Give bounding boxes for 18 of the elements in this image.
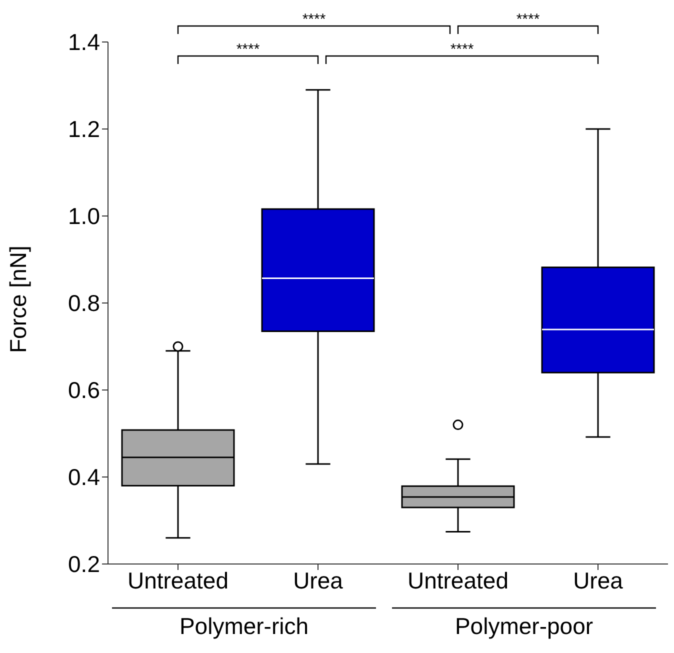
- y-axis-title: Force [nN]: [5, 246, 32, 353]
- y-tick-label: 1.4: [68, 29, 100, 56]
- y-tick-label: 0.4: [68, 464, 100, 490]
- x-tick-label: Untreated: [127, 567, 229, 594]
- y-tick-label: 0.6: [68, 377, 100, 404]
- y-tick-label: 0.2: [68, 551, 100, 578]
- x-tick-label: Urea: [573, 567, 624, 594]
- text: Polymer-rich: [179, 613, 309, 639]
- y-tick-label: 1.2: [68, 116, 100, 142]
- text: Polymer-poor: [454, 613, 594, 639]
- x-tick-label: Untreated: [407, 567, 509, 594]
- annotation: ****: [450, 41, 474, 58]
- text: ****: [302, 11, 326, 28]
- y-tick-label: 0.8: [68, 290, 100, 316]
- annotation: ****: [236, 41, 260, 58]
- x-tick-label: Urea: [293, 567, 344, 594]
- text: ****: [516, 11, 540, 28]
- y-tick-label: 1.0: [68, 203, 100, 230]
